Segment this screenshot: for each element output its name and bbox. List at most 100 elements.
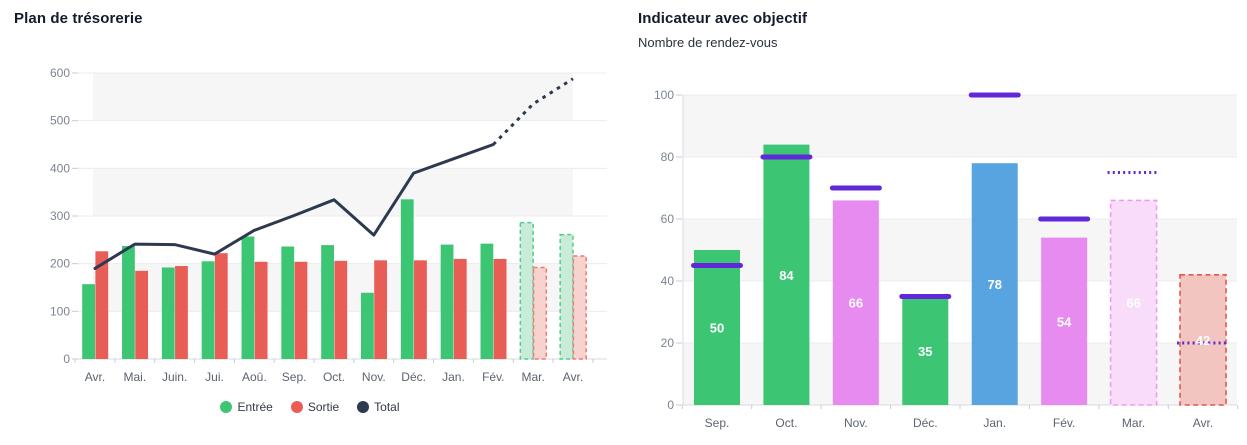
sortie-legend-dot-icon (290, 401, 303, 413)
bar-entree[interactable] (361, 292, 374, 359)
y-axis-label: 400 (50, 161, 70, 175)
bar-value-label: 66 (1126, 296, 1140, 311)
y-axis-label: 0 (63, 352, 70, 366)
target-marker[interactable] (899, 294, 952, 299)
legend-item-entree[interactable]: Entrée (220, 400, 273, 414)
y-axis-label: 80 (661, 150, 675, 164)
bar-entree[interactable] (161, 267, 175, 359)
total-legend-dot-icon (357, 401, 370, 413)
target-marker[interactable] (760, 154, 813, 160)
x-axis-label: Jan. (983, 416, 1006, 430)
x-axis-label: Sep. (705, 416, 730, 430)
bar-sortie[interactable] (95, 251, 109, 359)
tresorerie-legend: Entrée Sortie Total (30, 400, 590, 414)
legend-item-total[interactable]: Total (357, 400, 400, 414)
x-axis-label: Avr. (563, 370, 583, 384)
x-axis-label: Jui. (205, 370, 224, 384)
x-axis-label: Mai. (123, 370, 146, 384)
y-axis-label: 200 (50, 257, 70, 271)
x-axis-label: Sep. (282, 370, 307, 384)
y-axis-label: 40 (661, 274, 675, 288)
bar-entree[interactable] (281, 246, 295, 359)
target-marker[interactable] (968, 92, 1021, 98)
bar-sortie[interactable] (214, 253, 228, 359)
bar-sortie[interactable] (374, 260, 388, 359)
y-axis-label: 300 (50, 209, 70, 223)
y-axis-label: 20 (661, 336, 675, 350)
bar-rendezvous[interactable] (1041, 237, 1088, 405)
x-axis-label: Mar. (1122, 416, 1145, 430)
bar-sortie[interactable] (493, 258, 507, 359)
bar-value-label: 54 (1057, 314, 1072, 329)
x-axis-label: Aoû. (242, 370, 267, 384)
bar-entree[interactable] (122, 246, 135, 359)
total-line-forecast[interactable] (492, 77, 574, 146)
bar-value-label: 35 (918, 344, 932, 359)
plot-band (93, 168, 573, 216)
total-line[interactable] (93, 143, 495, 270)
legend-label-entree: Entrée (237, 400, 273, 414)
x-axis-label: Oct. (775, 416, 797, 430)
bar-value-label: 50 (710, 321, 724, 336)
x-axis-label: Nov. (844, 416, 868, 430)
bar-entree[interactable] (400, 199, 414, 359)
plot-band (93, 73, 573, 121)
bar-rendezvous[interactable] (832, 200, 879, 405)
x-axis-label: Mar. (521, 370, 544, 384)
entree-legend-dot-icon (220, 401, 233, 413)
target-marker[interactable] (691, 263, 743, 268)
x-axis-label: Juin. (162, 370, 187, 384)
x-axis-label: Nov. (362, 370, 386, 384)
bar-entree[interactable] (440, 244, 454, 359)
bar-sortie[interactable] (334, 260, 348, 359)
bar-entree[interactable] (201, 261, 215, 359)
bar-rendezvous[interactable] (902, 296, 949, 406)
bar-sortie-forecast[interactable] (572, 255, 587, 360)
bar-sortie[interactable] (414, 260, 427, 359)
y-axis-label: 100 (50, 304, 70, 318)
x-axis-label: Déc. (401, 370, 426, 384)
bar-entree[interactable] (82, 284, 95, 359)
tresorerie-chart-canvas: 0 100 200 300 400 500 600 Avr. Mai. Juin. Jui. Aoû.… (50, 66, 607, 384)
x-axis-label: Avr. (85, 370, 105, 384)
y-axis-label: 100 (654, 88, 674, 102)
x-axis-label: Fév. (482, 370, 504, 384)
legend-item-sortie[interactable]: Sortie (290, 400, 340, 414)
bar-sortie[interactable] (294, 261, 308, 359)
bar-sortie[interactable] (254, 261, 268, 359)
y-axis-label: 60 (661, 212, 675, 226)
bar-entree-forecast[interactable] (559, 233, 574, 360)
bar-rendezvous-forecast[interactable] (1179, 274, 1227, 406)
bar-sortie[interactable] (175, 266, 188, 359)
bar-value-label: 66 (849, 296, 863, 311)
bar-entree[interactable] (241, 236, 255, 359)
bar-value-label: 84 (779, 268, 794, 283)
bar-sortie[interactable] (453, 258, 467, 359)
y-axis-label: 500 (50, 114, 70, 128)
bar-value-label: 42 (1196, 333, 1210, 348)
bar-entree[interactable] (321, 245, 334, 359)
bar-rendezvous[interactable] (763, 144, 810, 405)
legend-label-sortie: Sortie (307, 400, 340, 414)
bar-rendezvous-forecast[interactable] (1109, 199, 1158, 406)
legend-label-total: Total (374, 400, 400, 414)
target-marker[interactable] (829, 185, 882, 191)
bar-value-label: 78 (987, 277, 1001, 292)
x-axis-label: Avr. (1193, 416, 1213, 430)
bar-rendezvous[interactable] (694, 250, 740, 405)
objectif-chart-subtitle: Nombre de rendez-vous (638, 35, 778, 50)
x-axis-label: Déc. (913, 416, 938, 430)
x-axis-label: Jan. (442, 370, 465, 384)
bar-rendezvous[interactable] (971, 163, 1018, 405)
x-axis-label: Fév. (1053, 416, 1075, 430)
bar-entree-forecast[interactable] (519, 221, 534, 360)
tresorerie-chart-title: Plan de trésorerie (14, 10, 143, 27)
target-marker[interactable] (1038, 216, 1091, 222)
objectif-chart-title: Indicateur avec objectif (638, 10, 808, 27)
bar-sortie-forecast[interactable] (532, 266, 548, 360)
bar-sortie[interactable] (135, 270, 149, 359)
y-axis-label: 600 (50, 66, 70, 80)
y-axis-label: 0 (667, 398, 674, 412)
bar-entree[interactable] (480, 243, 494, 359)
